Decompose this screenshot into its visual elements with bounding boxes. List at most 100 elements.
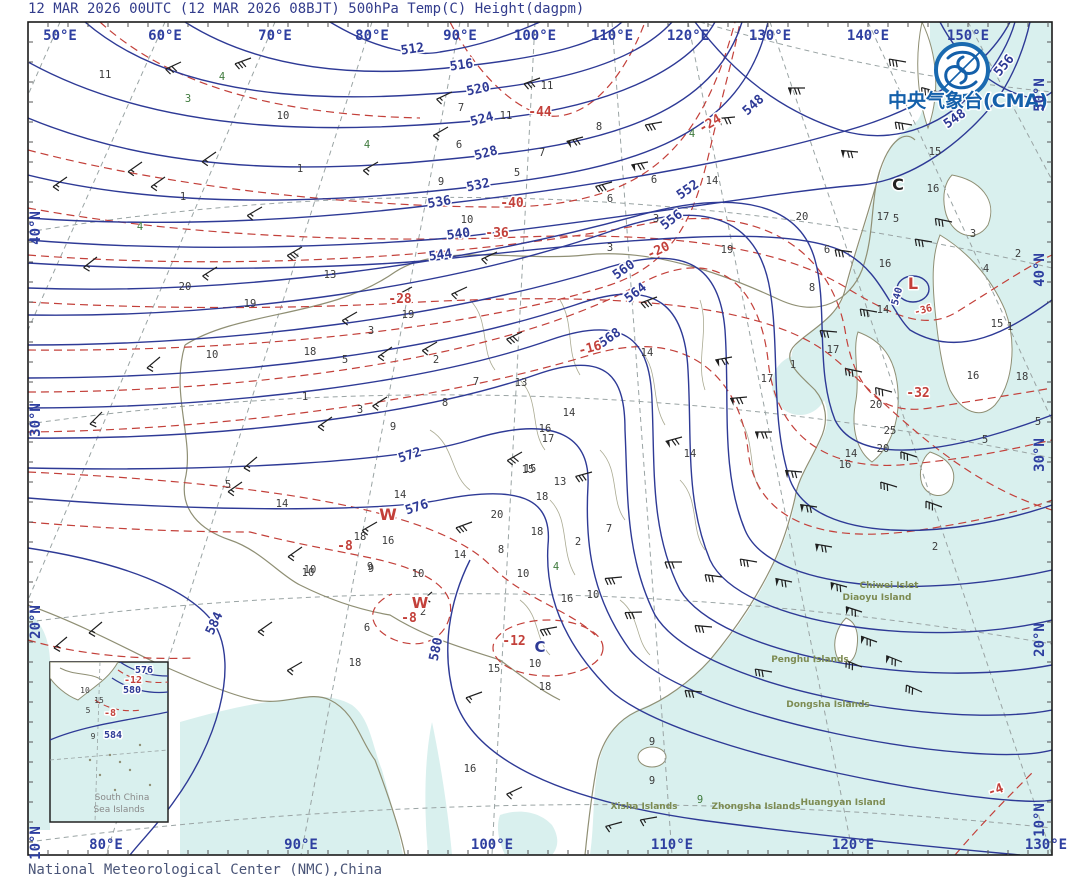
station-value: 1 bbox=[1007, 321, 1013, 333]
island-label: Zhongsha Islands bbox=[711, 802, 800, 812]
temp-contour-label: -40 bbox=[500, 196, 524, 211]
station-value: 16 bbox=[539, 423, 552, 435]
axis-label-top: 80°E bbox=[355, 28, 389, 44]
station-value: 20 bbox=[491, 509, 504, 521]
station-value: 5 bbox=[514, 167, 520, 179]
inset-caption: Sea Islands bbox=[93, 805, 144, 815]
station-value: 1 bbox=[790, 359, 796, 371]
axis-label-top: 150°E bbox=[947, 28, 989, 44]
temp-contour-label: -36 bbox=[485, 226, 509, 241]
station-value: 6 bbox=[364, 622, 370, 634]
axis-label-right: 10°N bbox=[1032, 803, 1048, 837]
wind-barb-icon bbox=[317, 416, 333, 432]
axis-label-top: 140°E bbox=[847, 28, 889, 44]
inset-contour-label: 580 bbox=[123, 685, 141, 696]
wind-barb-icon bbox=[920, 87, 939, 97]
station-value: 8 bbox=[442, 397, 448, 409]
axis-label-top: 50°E bbox=[43, 28, 77, 44]
island-labels: Chiwei Islet Diaoyu Island Penghu Islands D… bbox=[610, 581, 919, 812]
station-value: 10 bbox=[206, 349, 219, 361]
station-value: 18 bbox=[1016, 371, 1029, 383]
wind-barb-icon bbox=[286, 246, 303, 261]
temp-contour-label: -44 bbox=[528, 105, 552, 120]
inset-contour-label: -8 bbox=[104, 708, 116, 719]
wind-barb-icon bbox=[604, 576, 623, 586]
station-value: 19 bbox=[721, 244, 734, 256]
station-value: 13 bbox=[554, 476, 567, 488]
pressure-center-c: C bbox=[892, 175, 904, 194]
station-value: 13 bbox=[515, 377, 528, 389]
station-value: 15 bbox=[991, 318, 1004, 330]
station-value: 3 bbox=[357, 404, 363, 416]
wind-barb-icon bbox=[785, 469, 803, 479]
wind-barb-icon bbox=[361, 521, 378, 536]
axis-label-top: 90°E bbox=[443, 28, 477, 44]
inset-caption: South China bbox=[95, 793, 150, 803]
wind-barb-icon bbox=[234, 57, 252, 70]
wind-barb-icon bbox=[243, 456, 258, 472]
inset-map: 576 580 584 -12 -8 10 155 9 South China Sea Isl… bbox=[49, 661, 169, 823]
wind-barb-icon bbox=[481, 251, 498, 265]
wind-barb-icon bbox=[88, 621, 103, 637]
wind-barb-icon bbox=[372, 396, 388, 411]
station-value: 2 bbox=[1015, 248, 1021, 260]
axis-label-top: 110°E bbox=[591, 28, 633, 44]
wind-barb-icon bbox=[436, 91, 453, 105]
wind-barb-icon bbox=[819, 329, 838, 339]
station-value: 15 bbox=[524, 463, 537, 475]
wind-barb-icon bbox=[834, 249, 853, 258]
station-value: 17 bbox=[827, 344, 840, 356]
wind-barb-icon bbox=[845, 606, 863, 617]
station-value: 10 bbox=[461, 214, 474, 226]
station-value: 9 bbox=[438, 176, 444, 188]
axis-label-right: 30°N bbox=[1032, 438, 1048, 472]
station-value: 14 bbox=[563, 407, 576, 419]
station-value: 19 bbox=[244, 298, 257, 310]
station-value: 5 bbox=[225, 479, 231, 491]
wind-barb-icon bbox=[127, 161, 143, 177]
inset-station-value: 15 bbox=[94, 696, 104, 705]
axis-label-top: 130°E bbox=[749, 28, 791, 44]
station-value: 20 bbox=[179, 281, 192, 293]
station-value: 20 bbox=[796, 211, 809, 223]
map-frame bbox=[27, 21, 1053, 856]
height-contour-label: 532 bbox=[465, 176, 491, 196]
station-value: 16 bbox=[927, 183, 940, 195]
pressure-center-c: C bbox=[534, 638, 545, 656]
station-value: 4 bbox=[983, 263, 989, 275]
station-value: 11 bbox=[99, 69, 112, 81]
station-value: 2 bbox=[575, 536, 581, 548]
pressure-center-w: W bbox=[412, 594, 429, 612]
wind-barb-icon bbox=[934, 217, 953, 227]
station-value: 16 bbox=[967, 370, 980, 382]
wind-barb-icon bbox=[664, 561, 682, 569]
wind-barb-icon bbox=[455, 521, 473, 534]
station-value: 10 bbox=[587, 589, 600, 601]
station-value: 9 bbox=[649, 736, 655, 748]
station-value: 9 bbox=[697, 794, 703, 806]
axis-label-left: 10°N bbox=[28, 826, 44, 860]
station-value: 4 bbox=[137, 221, 143, 233]
station-value: 1 bbox=[297, 163, 303, 175]
temp-contour-label: -4 bbox=[986, 781, 1006, 801]
wind-barb-icon bbox=[830, 582, 848, 593]
station-value: 10 bbox=[302, 567, 315, 579]
wind-barb-icon bbox=[377, 346, 393, 362]
wind-barb-icon bbox=[844, 367, 863, 377]
height-contour-label: 544 bbox=[428, 246, 454, 264]
wind-barb-icon bbox=[914, 238, 933, 248]
station-value: 6 bbox=[824, 244, 830, 256]
wind-barb-icon bbox=[704, 574, 723, 583]
station-value: 13 bbox=[324, 269, 337, 281]
station-value: 5 bbox=[1035, 416, 1041, 428]
axis-label-bottom: 110°E bbox=[651, 837, 693, 853]
axis-label-top: 120°E bbox=[667, 28, 709, 44]
wind-barb-icon bbox=[845, 660, 863, 671]
station-value: 10 bbox=[517, 568, 530, 580]
station-value: 10 bbox=[304, 564, 317, 576]
wind-barb-icon bbox=[257, 621, 273, 637]
cma-logo-text: 中央气象台(CMA) bbox=[888, 89, 1048, 112]
wind-barb-icon bbox=[639, 816, 658, 827]
